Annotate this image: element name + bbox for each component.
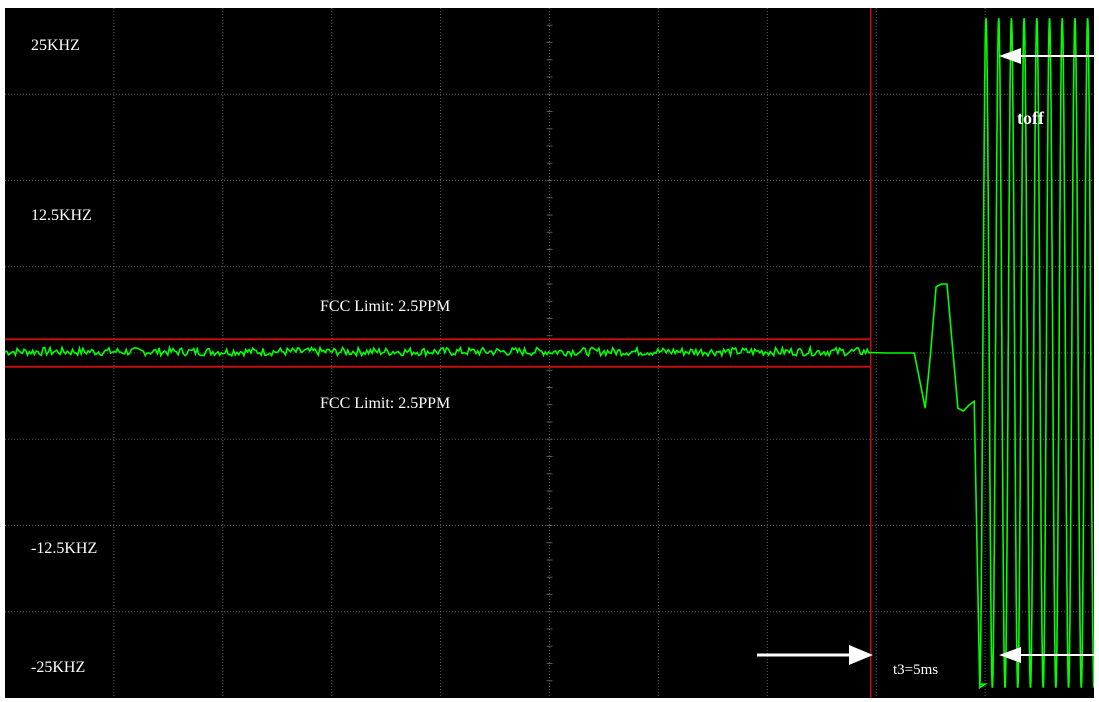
fcc-limit-lower-label: FCC Limit: 2.5PPM <box>320 395 450 412</box>
y-tick-label-12-5khz: 12.5KHZ <box>31 207 92 224</box>
toff-label: toff <box>1017 108 1045 128</box>
scope-display: 25KHZ 12.5KHZ -12.5KHZ -25KHZ FCC Limit:… <box>5 8 1094 698</box>
t3-arrow-icon <box>757 645 873 665</box>
label-group: 25KHZ 12.5KHZ -12.5KHZ -25KHZ FCC Limit:… <box>31 37 1045 678</box>
y-tick-label-neg-12-5khz: -12.5KHZ <box>31 540 97 557</box>
bottom-right-arrow-icon <box>999 647 1094 663</box>
y-tick-label-25khz: 25KHZ <box>31 37 80 54</box>
arrow-group <box>757 48 1094 665</box>
t3-label: t3=5ms <box>893 662 938 678</box>
fcc-limit-upper-label: FCC Limit: 2.5PPM <box>320 298 450 315</box>
toff-arrow-icon <box>999 48 1094 64</box>
y-tick-label-neg-25khz: -25KHZ <box>31 659 85 676</box>
